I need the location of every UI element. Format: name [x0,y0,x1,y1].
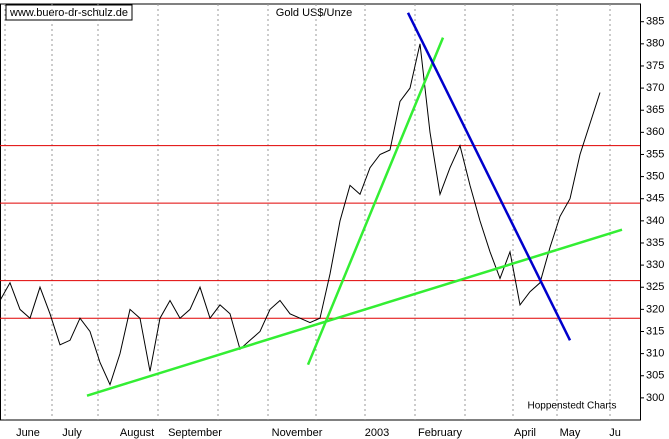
y-tick-label: 380 [646,38,664,50]
y-tick-label: 325 [646,281,664,293]
y-tick-label: 370 [646,82,664,94]
y-tick-label: 345 [646,193,664,205]
y-tick-label: 320 [646,303,664,315]
source-box [5,4,133,21]
x-tick-label: April [514,427,536,439]
y-tick-label: 385 [646,16,664,28]
trend-line [406,12,572,341]
chart-title: Gold US$/Unze [276,7,352,19]
y-tick-label: 300 [646,392,664,404]
x-tick-label: September [168,427,222,439]
x-tick-label: February [418,427,463,439]
plot-frame [0,3,641,421]
trend-line [306,37,445,366]
y-tick-label: 375 [646,60,664,72]
x-tick-label: November [272,427,323,439]
y-tick-label: 350 [646,171,664,183]
y-tick-label: 340 [646,215,664,227]
price-line [0,43,601,386]
y-tick-label: 315 [646,325,664,337]
y-tick-label: 330 [646,259,664,271]
y-tick-label: 360 [646,126,664,138]
y-tick-label: 305 [646,370,664,382]
x-tick-label: May [560,427,581,439]
x-tick-label: Ju [609,427,621,439]
x-tick-label: August [120,427,154,439]
trend-line [86,228,623,397]
x-tick-label: 2003 [365,427,389,439]
x-tick-label: June [16,427,40,439]
source: www.buero-dr-schulz.de [9,7,128,19]
credit: Hoppenstedt Charts [528,401,617,412]
y-tick-label: 355 [646,148,664,160]
y-tick-label: 310 [646,348,664,360]
y-tick-label: 365 [646,104,664,116]
x-tick-label: July [62,427,82,439]
y-tick-label: 335 [646,237,664,249]
